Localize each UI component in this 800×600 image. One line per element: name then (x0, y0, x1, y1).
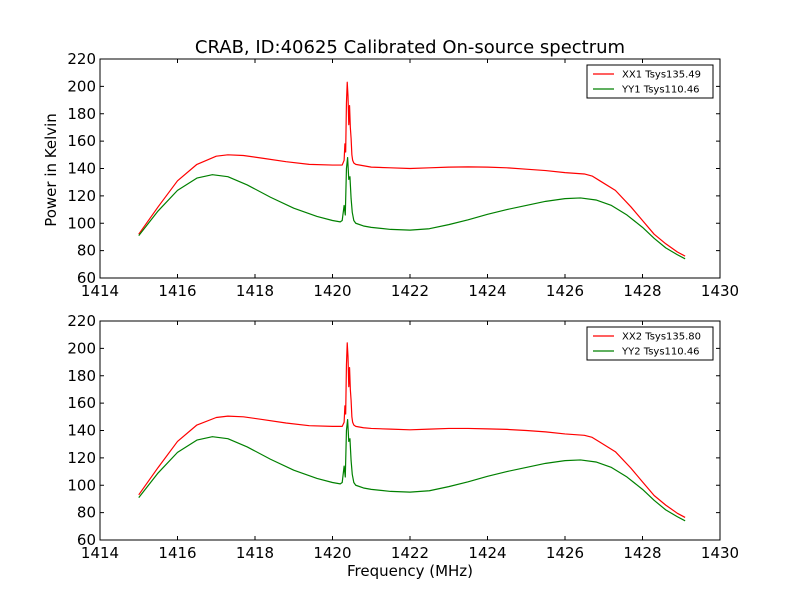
y-tick-label: 60 (77, 531, 96, 549)
x-tick-label: 1428 (623, 544, 661, 562)
y-tick-label: 160 (67, 394, 96, 412)
x-tick-label: 1420 (313, 544, 351, 562)
x-tick-label: 1422 (391, 282, 429, 300)
y-tick-label: 80 (77, 242, 96, 260)
y-tick-label: 220 (67, 312, 96, 330)
x-tick-label: 1424 (468, 544, 506, 562)
bottom-panel: 1414 1416 1418 1420 1422 1424 1426 1428 1430 60 80… (67, 312, 739, 562)
legend-entry: XX1 Tsys135.49 (622, 70, 701, 81)
legend-entry: YY2 Tsys110.46 (621, 347, 700, 358)
x-axis-label: Frequency (MHz) (347, 562, 473, 580)
y-tick-label: 200 (67, 339, 96, 357)
series-line-0-1 (138, 156, 686, 260)
y-tick-label: 120 (67, 449, 96, 467)
x-tick-label: 1414 (81, 282, 119, 300)
x-tick-label: 1426 (546, 544, 584, 562)
x-tick-label: 1416 (158, 544, 196, 562)
x-tick-label: 1414 (81, 544, 119, 562)
x-tick-label: 1422 (391, 544, 429, 562)
y-tick-label: 80 (77, 504, 96, 522)
legend: XX2 Tsys135.80 YY2 Tsys110.46 (586, 326, 714, 361)
legend-entry: YY1 Tsys110.46 (621, 85, 700, 96)
series-line-1-0 (138, 342, 686, 518)
y-tick-label: 100 (67, 214, 96, 232)
legend: XX1 Tsys135.49 YY1 Tsys110.46 (586, 64, 714, 99)
y-tick-label: 180 (67, 367, 96, 385)
x-tick-label: 1420 (313, 282, 351, 300)
x-tick-label: 1430 (701, 544, 739, 562)
legend-box (586, 64, 714, 99)
legend-box (586, 326, 714, 361)
series-line-1-1 (138, 418, 686, 522)
y-tick-label: 120 (67, 187, 96, 205)
y-tick-label: 140 (67, 160, 96, 178)
top-panel: 1414 1416 1418 1420 1422 1424 1426 1428 1430 60 80… (67, 50, 739, 300)
y-axis-label: Power in Kelvin (42, 113, 60, 227)
y-tick-label: 220 (67, 50, 96, 68)
x-tick-label: 1426 (546, 282, 584, 300)
y-tick-label: 100 (67, 476, 96, 494)
chart-title: CRAB, ID:40625 Calibrated On-source spec… (195, 37, 625, 58)
legend-entry: XX2 Tsys135.80 (622, 332, 701, 343)
x-tick-label: 1430 (701, 282, 739, 300)
x-tick-label: 1418 (236, 544, 274, 562)
y-tick-label: 180 (67, 105, 96, 123)
y-tick-label: 140 (67, 422, 96, 440)
x-tick-label: 1416 (158, 282, 196, 300)
x-tick-label: 1418 (236, 282, 274, 300)
y-tick-label: 200 (67, 77, 96, 95)
y-tick-label: 60 (77, 269, 96, 287)
series-line-0-0 (138, 81, 686, 257)
x-tick-label: 1424 (468, 282, 506, 300)
y-tick-label: 160 (67, 132, 96, 150)
x-tick-label: 1428 (623, 282, 661, 300)
